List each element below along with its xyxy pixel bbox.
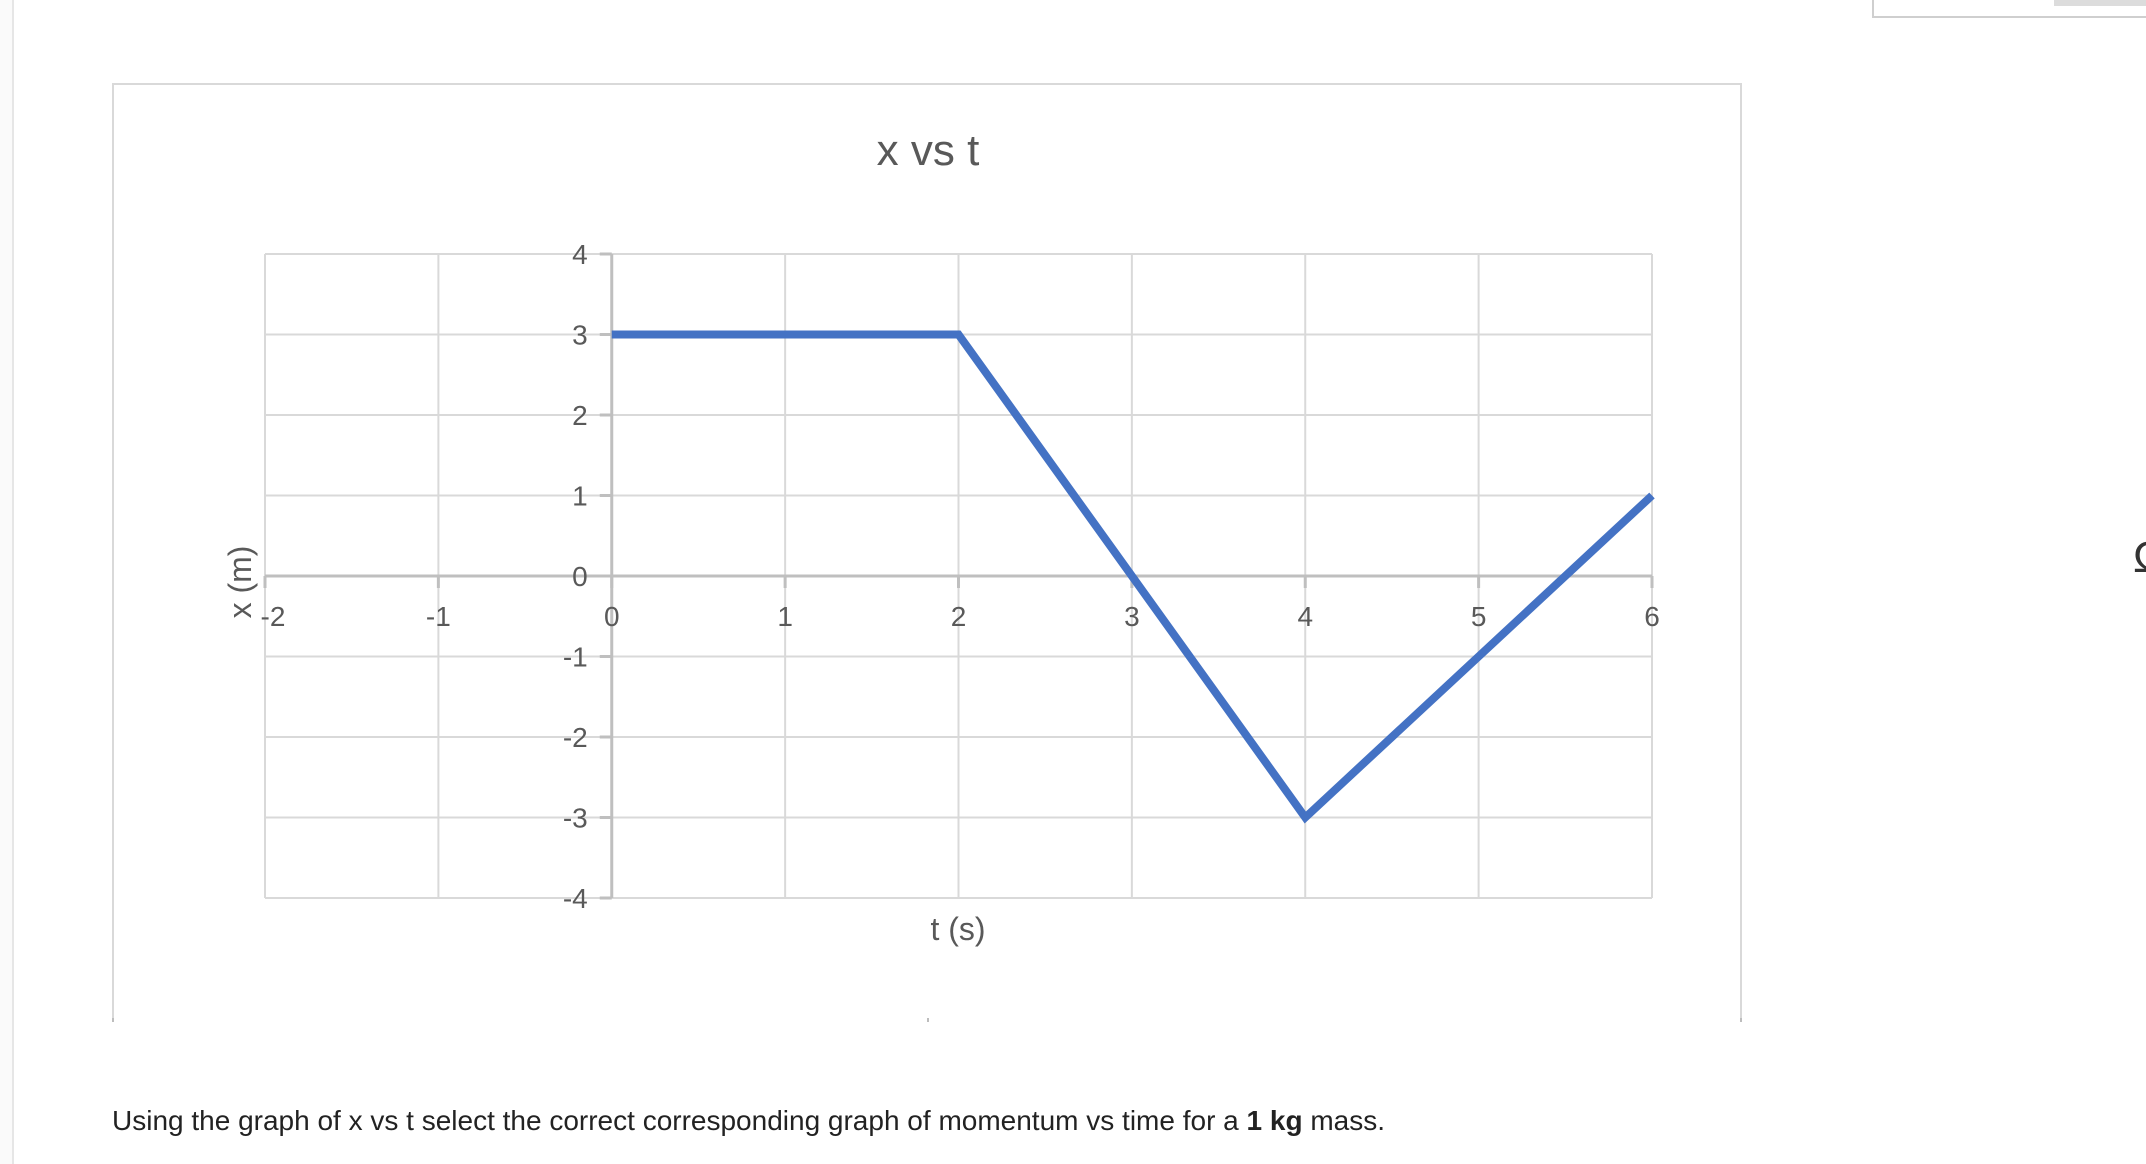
x-tick-label: 0 — [604, 601, 620, 632]
y-tick-label: 0 — [572, 561, 588, 592]
y-tick-label: 2 — [572, 400, 588, 431]
frame-tick-right — [1740, 1018, 1742, 1022]
x-axis-label: t (s) — [930, 911, 985, 947]
question-bold: 1 kg — [1246, 1105, 1303, 1136]
y-tick-label: 3 — [572, 320, 588, 351]
x-vs-t-chart: x vs t 4 3 2 1 0 -1 -2 -3 -4 -2 -1 0 1 2 3 4 5 6 t (s) x… — [222, 126, 1660, 947]
edge-glyph: Ω — [2133, 536, 2146, 580]
x-tick-label: 3 — [1124, 601, 1140, 632]
y-tick-label: -2 — [563, 722, 588, 753]
frame-tick-mid — [927, 1018, 929, 1022]
frame-tick-left — [112, 1018, 114, 1022]
series-line — [611, 330, 1655, 824]
x-tick-label: 2 — [951, 601, 967, 632]
y-axis-label: x (m) — [222, 546, 258, 619]
y-tick-label: -4 — [563, 883, 588, 914]
y-tick-label: -1 — [563, 642, 588, 673]
x-tick-label: 6 — [1644, 601, 1660, 632]
chart-frame — [112, 83, 1742, 1022]
y-tick-label: 4 — [572, 239, 588, 270]
top-right-panel — [1872, 0, 2146, 18]
x-tick-label: 5 — [1471, 601, 1487, 632]
x-tick-label: 4 — [1297, 601, 1313, 632]
series-lines — [611, 330, 1655, 824]
x-tick-label: -2 — [261, 601, 286, 632]
question-suffix: mass. — [1302, 1105, 1386, 1136]
x-tick-label: 1 — [777, 601, 793, 632]
x-tick-labels: -2 -1 0 1 2 3 4 5 6 — [261, 601, 1660, 632]
axes — [263, 252, 1654, 900]
y-tick-label: 1 — [572, 481, 588, 512]
y-tick-label: -3 — [563, 803, 588, 834]
question-text: Using the graph of x vs t select the cor… — [112, 1105, 1385, 1137]
y-tick-labels: 4 3 2 1 0 -1 -2 -3 -4 — [563, 239, 588, 914]
x-tick-label: -1 — [426, 601, 451, 632]
page-left-edge — [0, 0, 14, 1164]
top-right-scrollbar[interactable] — [2054, 0, 2146, 6]
question-prefix: Using the graph of x vs t select the cor… — [112, 1105, 1247, 1136]
chart-title: x vs t — [877, 126, 980, 175]
